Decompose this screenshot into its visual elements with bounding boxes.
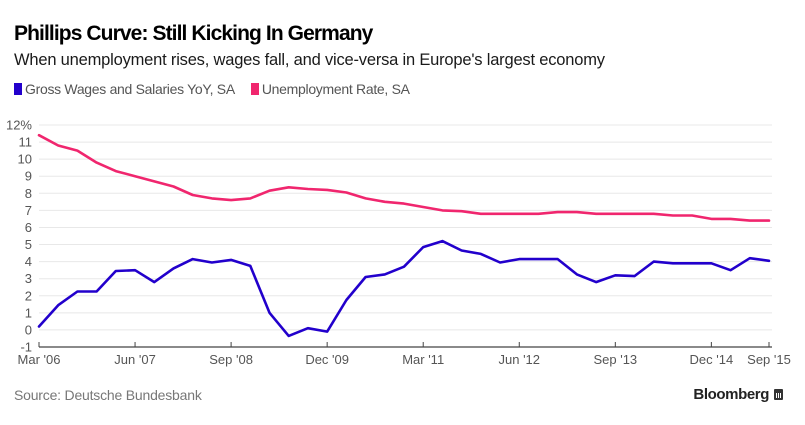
y-tick-label: 0: [25, 322, 32, 337]
legend-item-wages: Gross Wages and Salaries YoY, SA: [14, 81, 235, 97]
x-tick-label: Sep '08: [209, 352, 253, 367]
x-axis: Mar '06 Jun '07 Sep '08 Dec '09 Mar '11 Jun '…: [18, 342, 791, 367]
y-tick-label: 6: [25, 220, 32, 235]
y-tick-label: 10: [18, 152, 32, 167]
y-tick-label: -1: [20, 340, 32, 355]
wages-series-line: [37, 239, 771, 338]
bloomberg-terminal-icon: [774, 389, 783, 400]
x-tick-label: Dec '14: [690, 352, 734, 367]
y-tick-label: 7: [25, 203, 32, 218]
y-tick-label: 8: [25, 186, 32, 201]
y-axis-ticks: -1 0 1 2 3 4 5 6 7 8 9 10 11 12%: [6, 118, 32, 355]
gridlines: [39, 124, 772, 331]
y-tick-label: 11: [19, 135, 33, 150]
legend-swatch-wages: [14, 83, 22, 95]
x-tick-label: Jun '12: [499, 352, 541, 367]
legend-item-unemployment: Unemployment Rate, SA: [250, 81, 410, 97]
brand-label: Bloomberg: [693, 386, 769, 403]
chart-title: Phillips Curve: Still Kicking In Germany: [14, 22, 373, 45]
x-tick-label: Sep '15: [747, 352, 791, 367]
legend-swatch-unemployment: [250, 83, 259, 95]
legend-label-unemployment: Unemployment Rate, SA: [261, 81, 410, 97]
chart-subtitle: When unemployment rises, wages fall, and…: [14, 51, 605, 69]
y-tick-label: 1: [25, 305, 32, 320]
y-tick-label: 12%: [6, 118, 32, 133]
x-tick-label: Dec '09: [305, 352, 349, 367]
x-tick-label: Mar '11: [402, 352, 444, 367]
unemployment-series-line: [37, 133, 771, 222]
bloomberg-logo: Bloomberg: [693, 386, 783, 403]
x-tick-label: Sep '13: [593, 352, 637, 367]
x-tick-label: Jun '07: [114, 352, 156, 367]
series-lines: [37, 133, 771, 338]
y-tick-label: 9: [25, 169, 32, 184]
y-tick-label: 5: [25, 237, 32, 252]
y-tick-label: 2: [25, 288, 32, 303]
source-note: Source: Deutsche Bundesbank: [14, 387, 202, 403]
legend: Gross Wages and Salaries YoY, SA Unemplo…: [14, 81, 426, 97]
legend-label-wages: Gross Wages and Salaries YoY, SA: [25, 81, 235, 97]
y-tick-label: 4: [25, 254, 32, 269]
x-tick-label: Mar '06: [18, 352, 61, 367]
y-tick-label: 3: [25, 271, 32, 286]
